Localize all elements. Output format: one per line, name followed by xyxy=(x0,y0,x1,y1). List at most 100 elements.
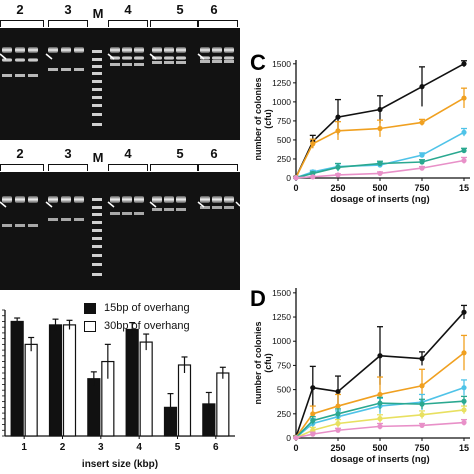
chart-c-series-4-point-1 xyxy=(310,174,316,180)
chart-b-x-tick-label-4: 5 xyxy=(175,442,181,453)
chart-c-y-axis-label: number of colonies(cfu) xyxy=(253,77,273,160)
gel-bottom-lane-label-6: 6 xyxy=(210,146,218,161)
chart-d-series-1-point-2 xyxy=(335,403,341,409)
chart-d-x-tick-label-1: 250 xyxy=(330,443,345,453)
chart-c-x-tick-label-3: 750 xyxy=(414,183,429,193)
gel-top-lane-label-m: M xyxy=(92,6,104,21)
chart-b-bar-1-0 xyxy=(24,343,38,437)
chart-d-series-4-point-5 xyxy=(461,407,467,413)
gel-top-bracket-3 xyxy=(48,20,88,27)
chart-d-series-5-point-0 xyxy=(293,435,299,441)
gel-top-bands xyxy=(0,47,234,126)
gel-bottom-lane-label-m: M xyxy=(92,150,104,165)
chart-c-x-tick-label-4: 15 xyxy=(459,183,469,193)
chart-d-series-2-line xyxy=(295,386,465,439)
gel-top-bracket-4 xyxy=(108,20,148,27)
gel-top-lane-label-3: 3 xyxy=(64,2,72,17)
chart-d-series-5-point-1 xyxy=(310,431,316,437)
chart-d-series-1-point-1 xyxy=(310,411,316,417)
line-chart-c: 0 250 500 750 1000 1250 1500 0 250 500 750 15 number… xyxy=(253,59,470,205)
chart-c-series-4-point-5 xyxy=(461,157,467,164)
chart-c-series-1-point-4 xyxy=(419,119,425,126)
chart-c-series-0-point-4 xyxy=(419,84,425,90)
gel-bottom-lane-label-5: 5 xyxy=(176,146,184,161)
chart-d-series-3-point-2 xyxy=(335,411,341,417)
chart-d-series-0-point-4 xyxy=(419,356,425,362)
gel-bottom-bracket-6 xyxy=(198,164,238,171)
chart-d-x-axis-label: dosage of inserts (ng) xyxy=(330,454,429,465)
chart-c-series-2-point-5 xyxy=(461,129,467,135)
chart-d-series-1-point-5 xyxy=(461,350,467,356)
chart-d-series-5-point-3 xyxy=(377,423,383,429)
gel-top-lane-label-2: 2 xyxy=(16,2,24,17)
gel-bottom-bracket-4 xyxy=(108,164,148,171)
chart-b-bar-0-1 xyxy=(48,324,63,437)
chart-c-series-4-point-0 xyxy=(293,175,299,181)
legend-label-15bp: 15bp of overhang xyxy=(104,302,190,314)
chart-c-series-4-point-4 xyxy=(419,165,425,171)
gel-top-lane-label-6: 6 xyxy=(210,2,218,17)
chart-d-x-tick-label-0: 0 xyxy=(293,443,298,453)
chart-c-y-tick-label-2: 500 xyxy=(277,135,291,145)
chart-b-bar-1-4 xyxy=(177,364,192,437)
panel-letter-d: D xyxy=(250,286,266,311)
chart-b-bar-1-3 xyxy=(139,341,153,437)
chart-d-series-5-point-2 xyxy=(335,427,341,433)
gel-bottom-bracket-2 xyxy=(0,164,44,171)
gel-top-lane-label-5: 5 xyxy=(176,2,184,17)
chart-c-x-tick-label-2: 500 xyxy=(372,183,387,193)
chart-c-series-3-point-4 xyxy=(419,159,425,165)
chart-b-x-tick-label-0: 1 xyxy=(21,442,27,453)
chart-c-series-3-point-3 xyxy=(377,160,383,167)
chart-d-series-1-line xyxy=(295,352,465,438)
chart-d-series-1-point-4 xyxy=(419,383,425,389)
chart-c-x-axis-label: dosage of inserts (ng) xyxy=(330,194,429,205)
gel-bottom-bracket-5 xyxy=(150,164,198,171)
chart-c-series-2-point-4 xyxy=(419,152,425,158)
chart-d-series-3-line xyxy=(295,400,465,439)
chart-d-series-5-point-4 xyxy=(419,422,425,429)
chart-c-y-tick-label-3: 750 xyxy=(277,116,291,126)
chart-d-series-2-point-5 xyxy=(461,385,467,391)
gel-bottom-lane-label-3: 3 xyxy=(64,146,72,161)
chart-c-series-3-point-2 xyxy=(335,164,341,170)
chart-b-bar-0-0 xyxy=(10,320,24,437)
chart-c-series-1-point-2 xyxy=(335,128,341,134)
chart-c-series-1-point-3 xyxy=(377,125,383,132)
gel-top-image xyxy=(0,28,240,140)
chart-c-x-tick-label-1: 250 xyxy=(330,183,345,193)
chart-d-y-tick-label-0: 0 xyxy=(286,433,291,443)
line-chart-d: 0 250 500 750 1000 1250 1500 0 250 500 750 15 number… xyxy=(253,288,470,465)
legend-swatch-15bp xyxy=(84,303,96,314)
panel-letter-c: C xyxy=(250,50,266,75)
chart-d-x-tick-label-3: 750 xyxy=(414,443,429,453)
chart-c-series-0-point-3 xyxy=(377,106,383,113)
chart-d-y-tick-label-4: 1000 xyxy=(272,336,291,346)
chart-c-series-3-line xyxy=(295,149,465,179)
chart-b-bar-0-2 xyxy=(87,378,101,437)
chart-d-y-tick-label-3: 750 xyxy=(277,360,291,370)
chart-c-y-tick-label-4: 1000 xyxy=(272,97,291,107)
chart-c-y-tick-label-6: 1500 xyxy=(272,59,291,69)
gel-bottom-bracket-3 xyxy=(48,164,88,171)
chart-d-series-0-point-1 xyxy=(310,385,316,391)
chart-c-series-3-point-5 xyxy=(461,147,467,154)
chart-b-x-tick-label-2: 3 xyxy=(98,442,104,453)
chart-b-bar-1-1 xyxy=(62,324,77,437)
chart-d-y-axis-label: number of colonies(cfu) xyxy=(253,321,273,404)
gel-top-bracket-6 xyxy=(198,20,238,27)
chart-d-series-0-point-5 xyxy=(461,309,467,315)
chart-b-x-tick-label-3: 4 xyxy=(136,442,142,453)
chart-c-y-tick-label-1: 250 xyxy=(277,154,291,164)
chart-c-series-1-point-1 xyxy=(310,141,316,147)
chart-c-series-1-point-5 xyxy=(461,95,467,101)
gel-bottom-bands xyxy=(0,196,240,276)
chart-d-series-0-point-3 xyxy=(377,353,383,359)
chart-c-series-4-line xyxy=(295,159,465,179)
chart-d-series-1-point-3 xyxy=(377,391,383,398)
chart-d-series-4-point-3 xyxy=(377,416,383,422)
chart-b-x-axis-label: insert size (kbp) xyxy=(82,459,158,470)
chart-d-series-0-line xyxy=(295,311,465,438)
chart-c-y-tick-label-0: 0 xyxy=(286,173,291,183)
bar-chart-b: 1 2 3 4 5 6 insert size (kbp) xyxy=(2,309,235,470)
